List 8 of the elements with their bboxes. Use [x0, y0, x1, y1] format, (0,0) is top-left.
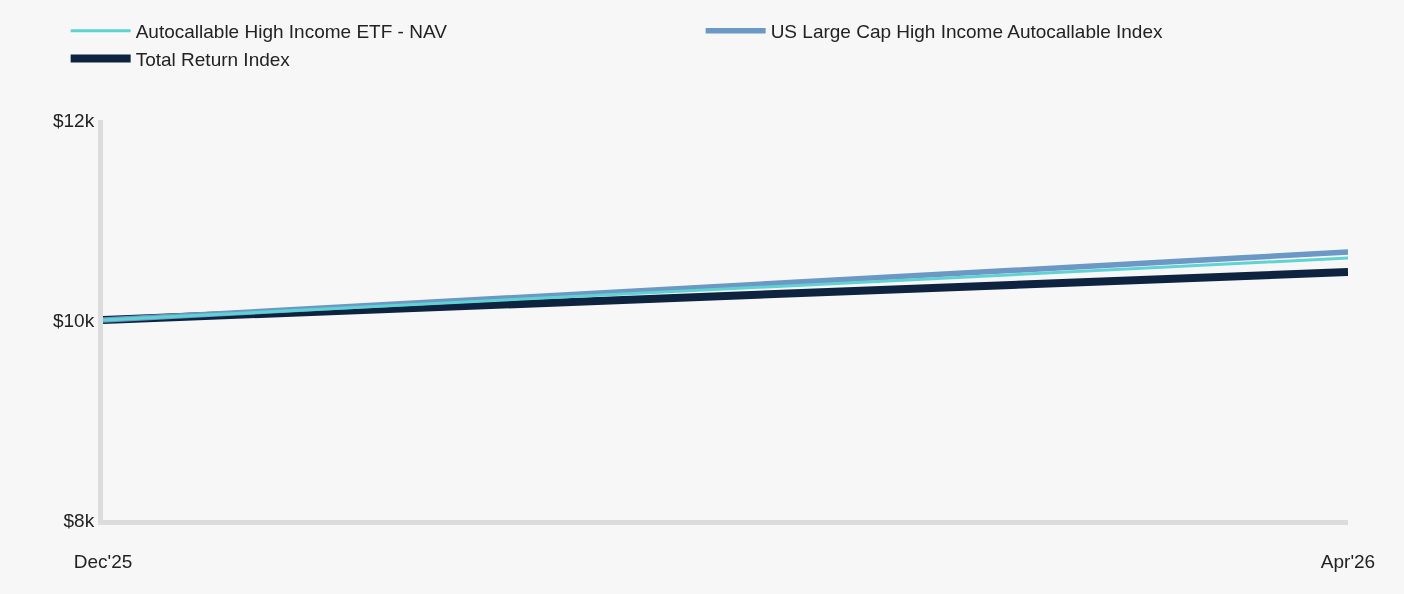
legend-label: Autocallable High Income ETF - NAV: [135, 21, 448, 43]
legend-label: US Large Cap High Income Autocallable Index: [770, 21, 1163, 43]
y-tick-label: $10k: [53, 309, 95, 331]
y-tick-label: $8k: [63, 509, 95, 531]
y-tick-label: $12k: [53, 109, 95, 131]
x-tick-label: Apr'26: [1320, 550, 1376, 572]
legend-label: Total Return Index: [135, 48, 291, 70]
x-tick-label: Dec'25: [73, 550, 133, 572]
